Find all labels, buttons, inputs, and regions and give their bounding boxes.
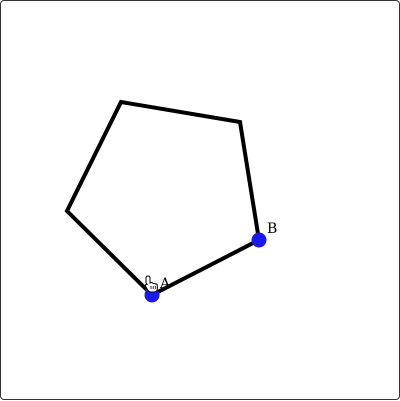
- hand-pointer-icon: [144, 275, 158, 293]
- pentagon-shape: [64, 99, 262, 298]
- point-b-label: B: [267, 221, 277, 237]
- point-b-handle[interactable]: [251, 232, 267, 248]
- point-a-label: A: [159, 276, 171, 292]
